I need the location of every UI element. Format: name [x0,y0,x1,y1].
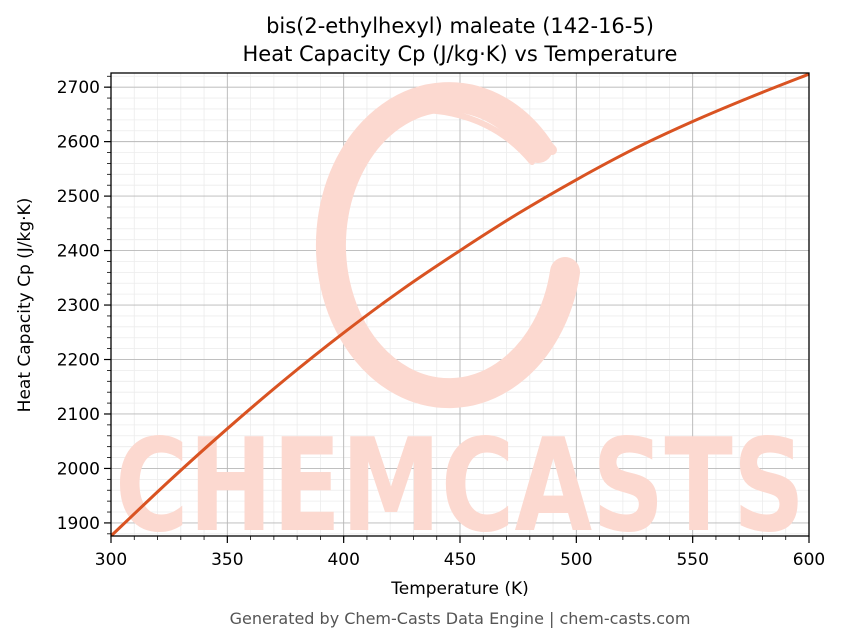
x-tick-label: 400 [327,550,359,570]
x-tick-label: 550 [676,550,708,570]
y-tick-label: 2600 [57,133,100,153]
chart-title-line2: Heat Capacity Cp (J/kg·K) vs Temperature [243,42,678,66]
series-layer [111,73,809,536]
chart-title-line1: bis(2-ethylhexyl) maleate (142-16-5) [266,14,654,38]
y-tick-label: 2000 [57,459,100,479]
y-tick-label: 2200 [57,351,100,371]
footer-credit: Generated by Chem-Casts Data Engine | ch… [230,609,691,628]
watermark: CHEMCASTS [115,82,805,561]
series-line-0 [111,73,809,536]
y-tick-label: 2400 [57,242,100,262]
x-tick-label: 500 [560,550,592,570]
x-tick-label: 300 [95,550,127,570]
x-tick-label: 600 [793,550,825,570]
y-tick-label: 2300 [57,296,100,316]
x-axis: 300 350 400 450 500 550 600 [95,536,825,570]
y-tick-label: 2100 [57,405,100,425]
x-tick-label: 450 [444,550,476,570]
y-tick-label: 2700 [57,78,100,98]
watermark-text: CHEMCASTS [115,412,805,561]
y-tick-label: 1900 [57,514,100,534]
x-tick-label: 350 [211,550,243,570]
y-tick-label: 2500 [57,187,100,207]
y-axis: 1900 2000 2100 2200 2300 2400 2500 2600 2700 [57,75,111,535]
y-axis-label: Heat Capacity Cp (J/kg·K) [15,198,35,413]
x-axis-label: Temperature (K) [390,579,529,599]
watermark-logo-icon [316,82,580,409]
